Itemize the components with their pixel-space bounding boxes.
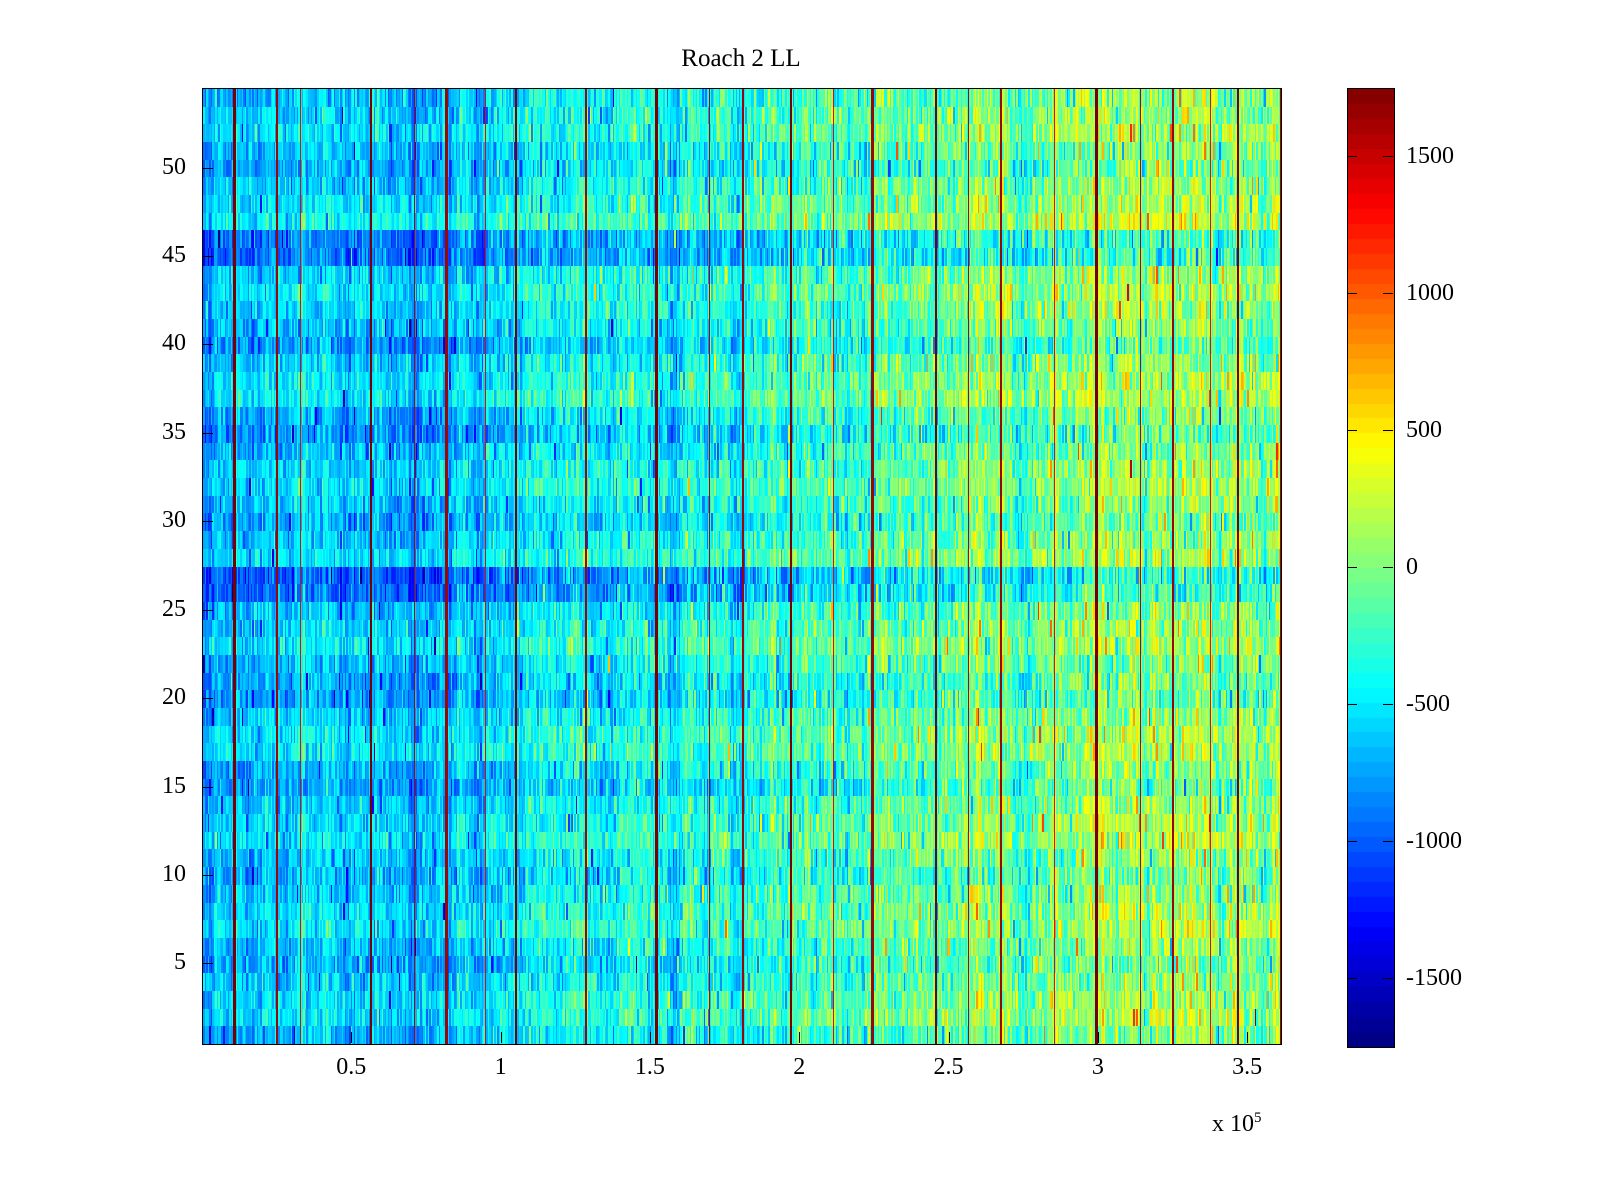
colorbar-tick-mark [1347,293,1357,295]
colorbar-tick-mark [1347,840,1357,842]
colorbar-tick-mark [1383,156,1393,158]
colorbar[interactable] [1347,88,1395,1048]
colorbar-tick-mark [1383,977,1393,979]
x-tick-label: 1.5 [634,1054,665,1080]
y-tick-mark [202,874,213,876]
x-tick-mark [649,1032,651,1043]
y-tick-mark [202,256,213,257]
y-tick-label: 10 [162,860,186,887]
colorbar-tick-mark [1347,703,1357,705]
page-title: Roach 2 LL [681,45,801,72]
colorbar-tick-mark [1347,430,1357,432]
x-tick-mark [799,1032,801,1043]
y-tick-label: 50 [162,153,186,180]
x-tick-label: 2.5 [933,1054,964,1080]
colorbar-tick-mark [1383,840,1393,842]
x-tick-label: 3 [1091,1054,1104,1080]
y-tick-mark [202,963,213,965]
x-tick-mark [948,1032,950,1043]
y-tick-label: 35 [162,418,186,445]
x-tick-mark [1097,1032,1099,1043]
x-tick-label: 3.5 [1232,1054,1263,1080]
y-tick-label: 30 [162,507,186,534]
colorbar-tick-mark [1383,567,1393,568]
y-tick-mark [202,609,213,611]
colorbar-tick-mark [1383,703,1393,705]
x-tick-label: 0.5 [336,1054,367,1080]
colorbar-gradient [1348,89,1394,1047]
colorbar-tick-label: -1500 [1406,964,1462,991]
x-exponent-base: x 10 [1212,1111,1254,1137]
x-tick-mark [351,1032,353,1043]
colorbar-tick-label: 1500 [1406,143,1454,170]
heatmap-image [203,89,1281,1044]
colorbar-tick-mark [1347,977,1357,979]
y-tick-label: 20 [162,684,186,711]
colorbar-tick-mark [1347,567,1357,568]
x-tick-mark [500,1032,502,1043]
x-axis-exponent: x 105 [1212,1110,1262,1137]
heatmap-axes[interactable] [202,88,1282,1045]
y-tick-label: 15 [162,772,186,799]
colorbar-tick-label: 500 [1406,417,1442,444]
colorbar-tick-label: 0 [1406,554,1418,580]
y-tick-mark [202,786,213,788]
x-tick-label: 2 [793,1054,806,1080]
y-tick-mark [202,432,213,434]
x-tick-label: 1 [494,1054,507,1080]
colorbar-tick-label: -1000 [1406,827,1462,854]
x-tick-mark [1247,1032,1249,1043]
colorbar-tick-mark [1383,430,1393,432]
colorbar-tick-mark [1347,156,1357,158]
y-tick-mark [202,344,213,346]
colorbar-tick-label: -500 [1406,690,1450,717]
y-tick-label: 45 [162,242,186,268]
y-tick-mark [202,521,213,523]
y-tick-mark [202,167,213,169]
y-tick-label: 5 [174,949,186,976]
y-tick-label: 25 [162,595,186,622]
y-tick-mark [202,698,213,700]
y-tick-label: 40 [162,330,186,357]
colorbar-tick-label: 1000 [1406,280,1454,307]
colorbar-tick-mark [1383,293,1393,295]
x-exponent-power: 5 [1254,1110,1262,1126]
